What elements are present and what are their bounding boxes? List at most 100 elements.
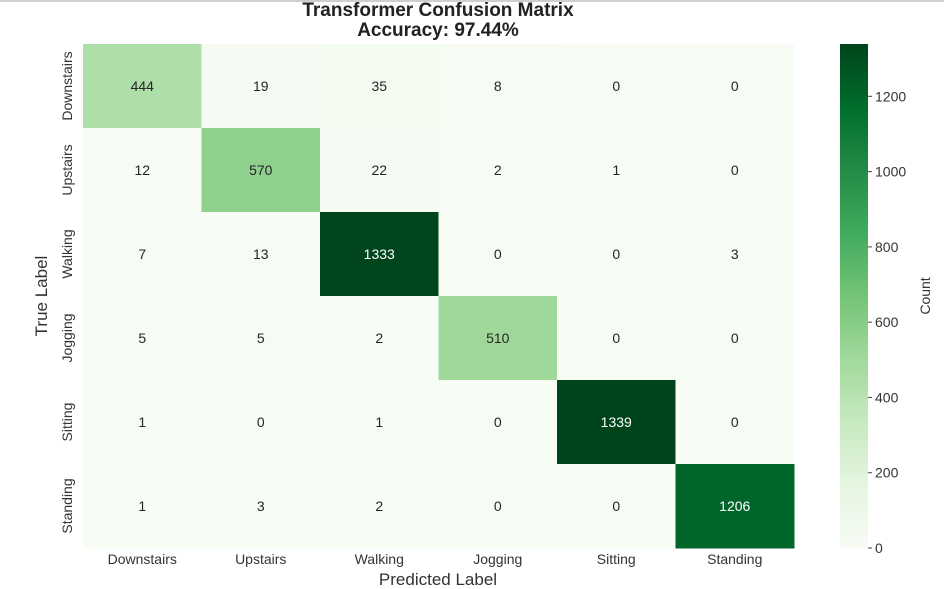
x-tick-label: Upstairs bbox=[235, 551, 286, 567]
cell-value-label: 570 bbox=[249, 162, 273, 178]
heatmap-cell bbox=[675, 44, 795, 129]
cell-value-label: 0 bbox=[731, 414, 739, 430]
colorbar-tick-label: 800 bbox=[875, 239, 899, 255]
heatmap-cell bbox=[320, 44, 439, 129]
x-tick-label: Standing bbox=[707, 551, 762, 567]
cell-value-label: 13 bbox=[253, 246, 269, 262]
cell-value-label: 8 bbox=[494, 78, 502, 94]
y-tick-label: Jogging bbox=[59, 313, 75, 362]
y-tick-label: Standing bbox=[59, 478, 75, 533]
heatmap-cells: 444 19 35 8 0 012 570 22 2 1 07 13 1333 0 0 35 5 2 510 0 01 0… bbox=[83, 44, 795, 549]
heatmap-cell bbox=[201, 44, 321, 129]
cell-value-label: 12 bbox=[134, 162, 150, 178]
colorbar-tick-label: 0 bbox=[875, 540, 883, 556]
y-axis-label: True Label bbox=[32, 256, 51, 337]
cell-value-label: 1206 bbox=[719, 498, 750, 514]
cell-value-label: 2 bbox=[375, 330, 383, 346]
heatmap-cell bbox=[201, 464, 321, 549]
cell-value-label: 2 bbox=[375, 498, 383, 514]
heatmap-cell bbox=[201, 296, 321, 381]
cell-value-label: 1 bbox=[375, 414, 383, 430]
heatmap-cell bbox=[201, 380, 321, 465]
cell-value-label: 0 bbox=[494, 498, 502, 514]
heatmap-cell bbox=[438, 128, 558, 213]
x-tick-label: Downstairs bbox=[108, 551, 177, 567]
heatmap-cell bbox=[83, 212, 202, 297]
heatmap-cell bbox=[83, 44, 202, 129]
heatmap-cell bbox=[557, 464, 676, 549]
heatmap-cell bbox=[557, 44, 676, 129]
cell-value-label: 1 bbox=[612, 162, 620, 178]
x-tick-label: Jogging bbox=[473, 551, 522, 567]
heatmap-cell bbox=[201, 212, 321, 297]
cell-value-label: 2 bbox=[494, 162, 502, 178]
heatmap-cell bbox=[83, 296, 202, 381]
cell-value-label: 0 bbox=[612, 78, 620, 94]
heatmap-cell bbox=[557, 296, 676, 381]
heatmap-cell bbox=[438, 380, 558, 465]
heatmap-cell bbox=[320, 128, 439, 213]
x-axis-label: Predicted Label bbox=[379, 570, 497, 589]
y-tick-label: Sitting bbox=[59, 403, 75, 442]
heatmap-cell bbox=[438, 296, 558, 381]
y-tick-label: Downstairs bbox=[59, 51, 75, 120]
colorbar-tick-label: 1200 bbox=[875, 88, 906, 104]
heatmap-cell bbox=[675, 296, 795, 381]
cell-value-label: 1339 bbox=[601, 414, 632, 430]
x-tick-label: Walking bbox=[355, 551, 404, 567]
colorbar-tick-label: 1000 bbox=[875, 164, 906, 180]
window-top-border bbox=[0, 0, 944, 2]
colorbar-tick-label: 600 bbox=[875, 314, 899, 330]
heatmap-cell bbox=[675, 212, 795, 297]
heatmap-cell bbox=[675, 128, 795, 213]
cell-value-label: 7 bbox=[138, 246, 146, 262]
cell-value-label: 3 bbox=[257, 498, 265, 514]
cell-value-label: 22 bbox=[371, 162, 387, 178]
heatmap-cell bbox=[557, 380, 676, 465]
colorbar-tick-label: 400 bbox=[875, 389, 899, 405]
heatmap-cell bbox=[83, 464, 202, 549]
cell-value-label: 1 bbox=[138, 414, 146, 430]
cell-value-label: 0 bbox=[612, 330, 620, 346]
heatmap-cell bbox=[438, 464, 558, 549]
heatmap-cell bbox=[557, 128, 676, 213]
cell-value-label: 0 bbox=[257, 414, 265, 430]
heatmap-cell bbox=[438, 212, 558, 297]
cell-value-label: 0 bbox=[612, 246, 620, 262]
y-tick-label: Walking bbox=[59, 229, 75, 278]
heatmap-cell bbox=[438, 44, 558, 129]
cell-value-label: 3 bbox=[731, 246, 739, 262]
cell-value-label: 1333 bbox=[364, 246, 395, 262]
colorbar-label: Count bbox=[917, 277, 933, 314]
cell-value-label: 5 bbox=[257, 330, 265, 346]
x-tick-label: Sitting bbox=[597, 551, 636, 567]
cell-value-label: 0 bbox=[731, 78, 739, 94]
x-tick-labels: Downstairs Upstairs Walking Jogging Sitting S… bbox=[108, 551, 763, 567]
chart-subtitle: Accuracy: 97.44% bbox=[357, 20, 519, 41]
heatmap-cell bbox=[83, 380, 202, 465]
heatmap-cell bbox=[557, 212, 676, 297]
heatmap-cell bbox=[201, 128, 321, 213]
colorbar-ticks: 0 200 400 600 800 1000 1200 bbox=[868, 88, 906, 556]
cell-value-label: 510 bbox=[486, 330, 510, 346]
cell-value-label: 444 bbox=[131, 78, 155, 94]
heatmap-cell bbox=[675, 380, 795, 465]
cell-value-label: 0 bbox=[494, 414, 502, 430]
cell-value-label: 5 bbox=[138, 330, 146, 346]
heatmap-cell bbox=[320, 464, 439, 549]
cell-value-label: 0 bbox=[494, 246, 502, 262]
cell-value-label: 0 bbox=[731, 162, 739, 178]
colorbar bbox=[840, 44, 868, 548]
cell-value-label: 0 bbox=[612, 498, 620, 514]
cell-value-label: 35 bbox=[371, 78, 387, 94]
cell-value-label: 19 bbox=[253, 78, 269, 94]
heatmap-cell bbox=[675, 464, 795, 549]
y-tick-label: Upstairs bbox=[59, 144, 75, 195]
y-tick-labels: Downstairs Upstairs Walking Jogging Sitting S… bbox=[59, 51, 75, 533]
cell-value-label: 0 bbox=[731, 330, 739, 346]
colorbar-tick-label: 200 bbox=[875, 465, 899, 481]
cell-value-label: 1 bbox=[138, 498, 146, 514]
heatmap-cell bbox=[83, 128, 202, 213]
chart-title: Transformer Confusion Matrix bbox=[302, 0, 574, 21]
heatmap-cell bbox=[320, 380, 439, 465]
